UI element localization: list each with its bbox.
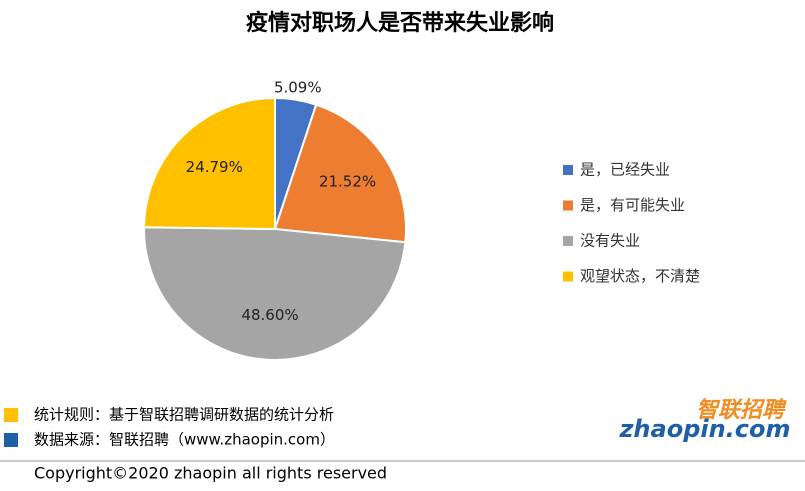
legend-label: 观望状态，不清楚 [580,267,700,285]
pie-slice [142,96,276,231]
legend-label: 是，有可能失业 [580,196,685,214]
chart-title: 疫情对职场人是否带来失业影响 [246,10,554,36]
data-label: 5.09% [274,78,322,96]
note-text: 数据来源：智联招聘（www.zhaopin.com） [34,431,335,449]
logo-en: zhaopin.com [618,415,790,443]
legend-swatch [563,236,573,246]
legend-swatch [563,200,573,211]
note-swatch [4,408,18,422]
data-label: 48.60% [241,306,298,324]
data-label: 21.52% [319,172,376,190]
legend-swatch [563,165,573,175]
data-label: 24.79% [186,158,243,176]
copyright: Copyright©2020 zhaopin all rights reserv… [34,464,387,483]
legend-swatch [563,271,573,282]
legend-label: 没有失业 [580,232,640,250]
note-swatch [4,433,18,447]
legend-label: 是，已经失业 [580,161,670,179]
note-text: 统计规则：基于智联招聘调研数据的统计分析 [34,406,334,424]
pie-slice [143,226,407,361]
logo-cn: 智联招聘 [696,397,787,423]
pie-slice [273,103,407,244]
